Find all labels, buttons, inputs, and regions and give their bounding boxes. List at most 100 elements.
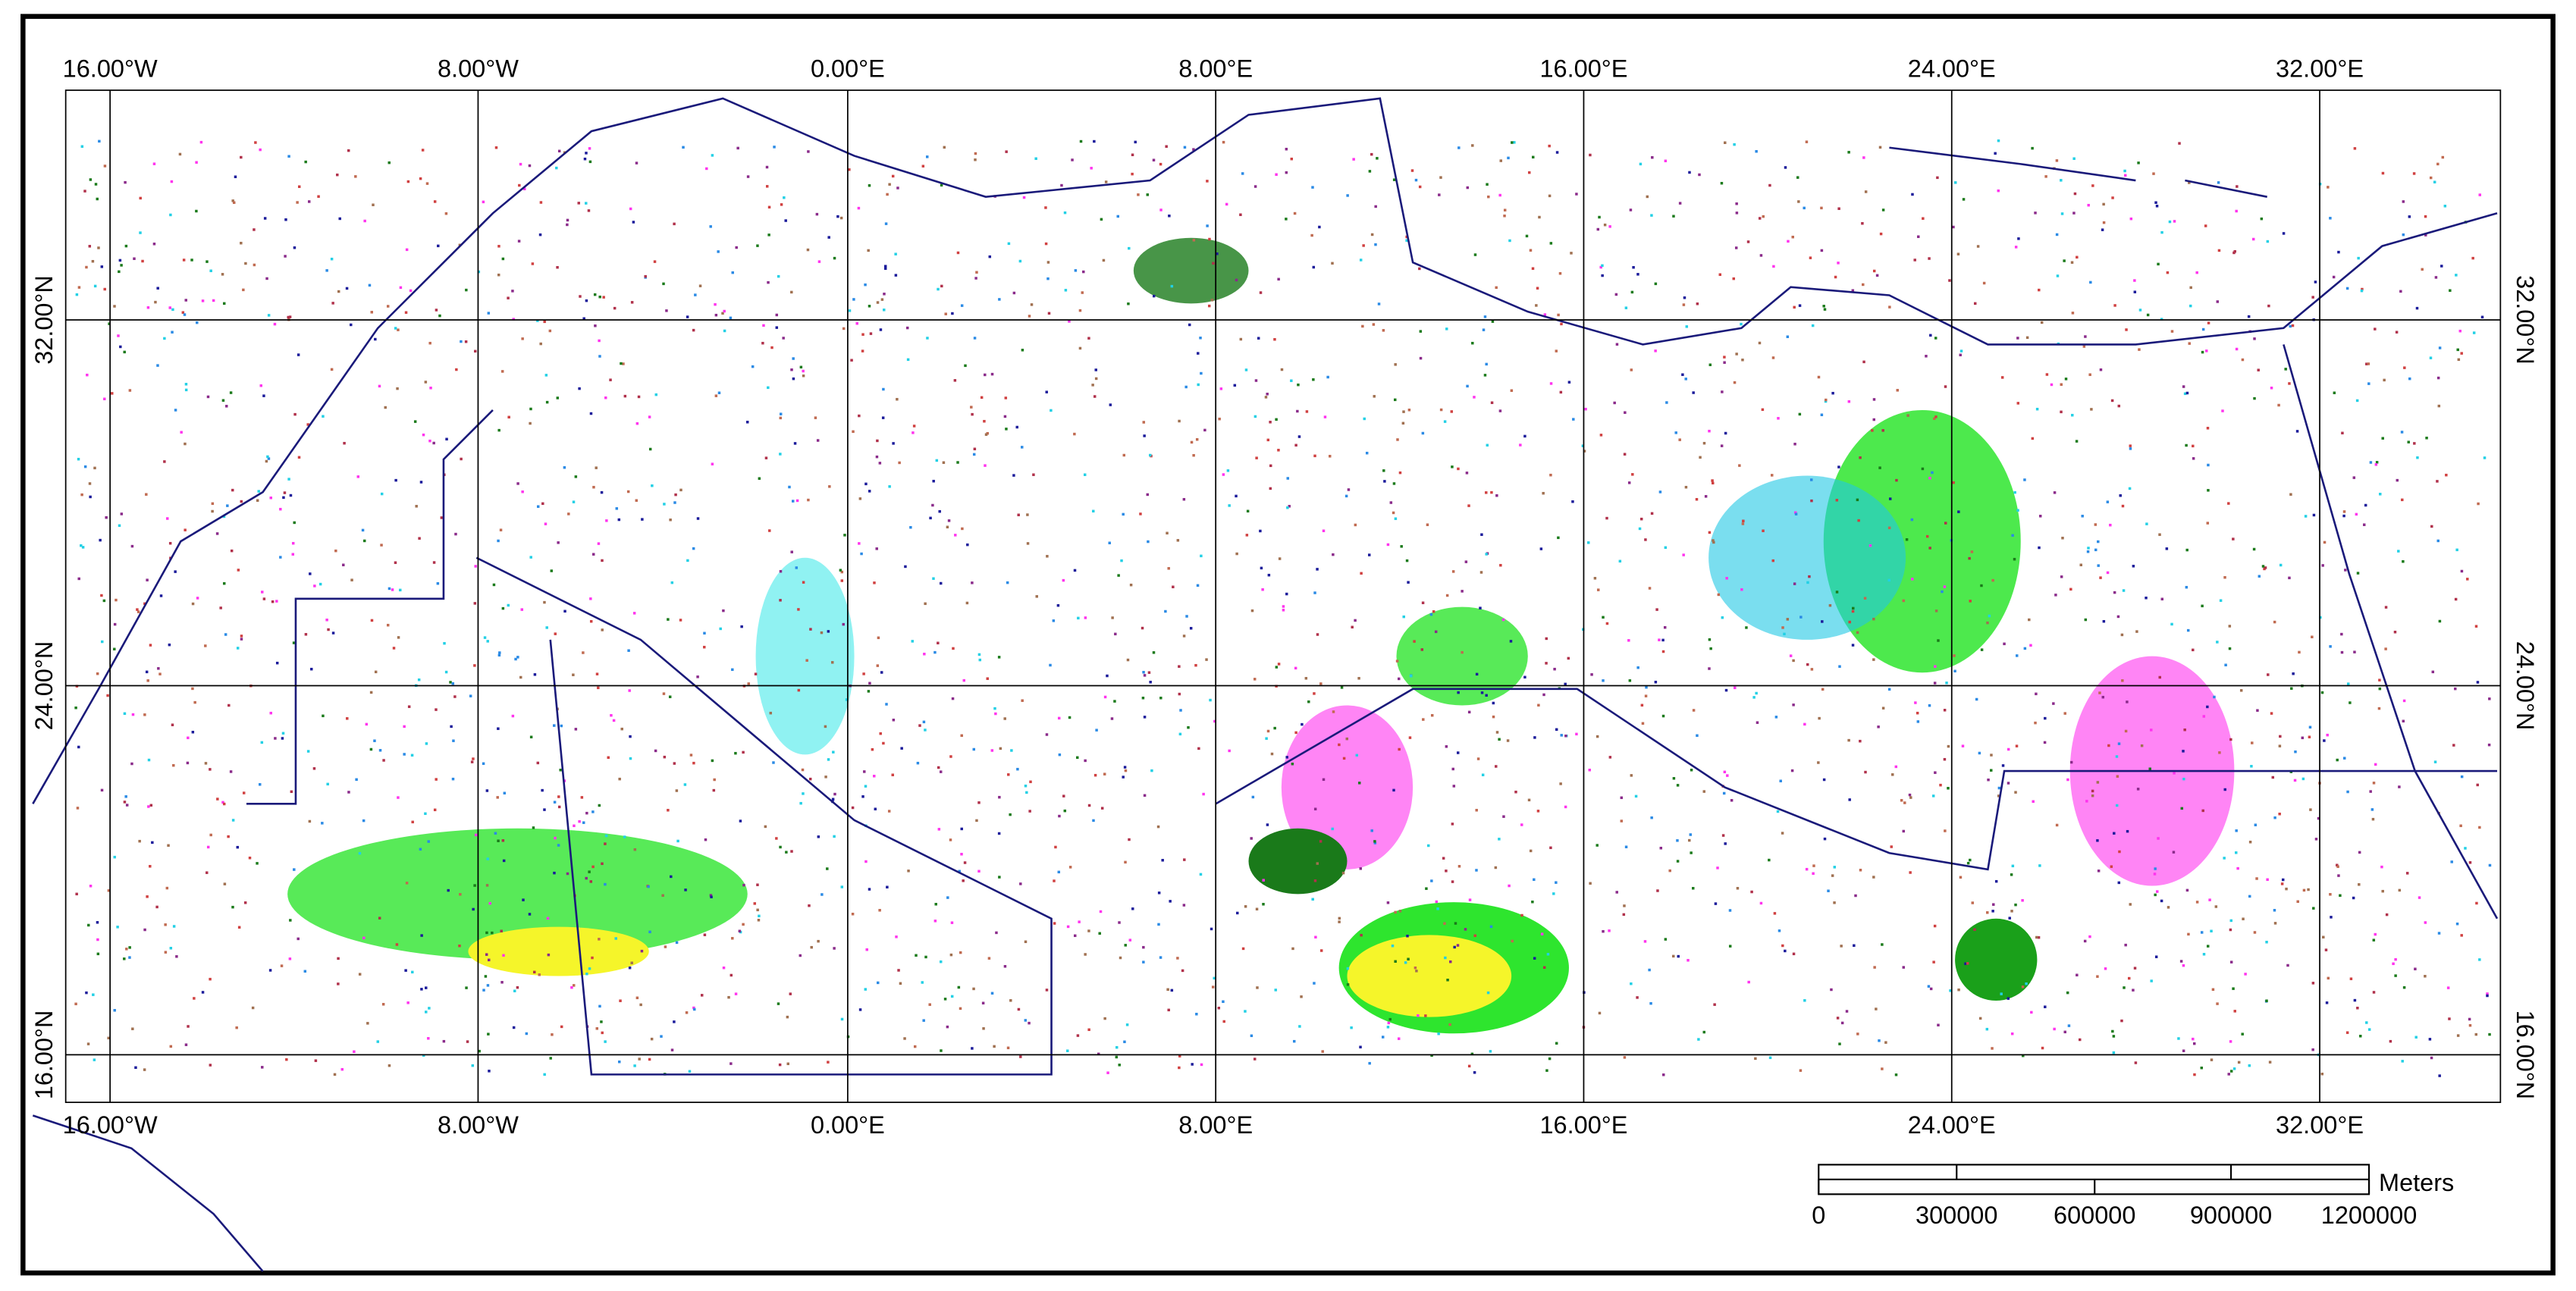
speckle [1978, 1017, 1982, 1020]
speckle [429, 387, 432, 390]
speckle [2207, 321, 2210, 324]
speckle [1976, 245, 1980, 248]
speckle [1131, 907, 1134, 910]
speckle [1812, 864, 1815, 867]
speckle [2270, 712, 2273, 715]
speckle [1414, 966, 1417, 970]
speckle [163, 460, 166, 463]
speckle [1262, 903, 1265, 906]
speckle [779, 569, 783, 573]
speckle [229, 770, 233, 773]
speckle [2308, 725, 2312, 729]
speckle [598, 804, 601, 807]
speckle [977, 870, 981, 873]
speckle [1734, 246, 1738, 249]
speckle [87, 923, 90, 927]
speckle [2355, 512, 2358, 516]
speckle [1331, 262, 1334, 265]
speckle [2133, 290, 2137, 293]
speckle [662, 692, 666, 695]
speckle [843, 534, 846, 537]
speckle [1161, 859, 1164, 862]
speckle [1021, 349, 1024, 352]
speckle [222, 581, 226, 585]
speckle [769, 711, 773, 715]
speckle [394, 561, 397, 564]
lon-label: 24.00°E [1908, 1111, 1996, 1139]
speckle [703, 933, 707, 936]
speckle [1980, 584, 1983, 588]
speckle [113, 622, 117, 626]
speckle [799, 801, 802, 805]
speckle [951, 312, 954, 315]
speckle [937, 766, 940, 769]
speckle [1092, 819, 1095, 823]
speckle [1623, 1056, 1627, 1059]
speckle [483, 636, 487, 639]
speckle [519, 162, 522, 166]
speckle [195, 209, 198, 213]
speckle [425, 986, 428, 989]
speckle [330, 368, 334, 371]
speckle [1639, 162, 1643, 166]
speckle [990, 749, 994, 752]
speckle [2010, 910, 2013, 913]
speckle [1636, 666, 1639, 669]
speckle [1044, 242, 1048, 246]
speckle [591, 956, 594, 960]
speckle [892, 719, 896, 722]
speckle [2030, 1011, 2033, 1014]
speckle [1589, 153, 1592, 157]
speckle [1443, 922, 1446, 926]
speckle [2088, 373, 2091, 376]
speckle [1206, 224, 1209, 227]
speckle [2478, 826, 2481, 829]
speckle [1291, 947, 1294, 951]
speckle [317, 195, 320, 198]
speckle [1450, 410, 1454, 413]
speckle [2456, 348, 2459, 352]
speckle [1004, 396, 1008, 400]
speckle [1714, 902, 1718, 905]
speckle [1831, 391, 1834, 395]
speckle [1877, 725, 1880, 729]
speckle [1402, 410, 1405, 413]
speckle [861, 333, 864, 336]
speckle [1793, 306, 1796, 309]
speckle [222, 802, 226, 806]
speckle [939, 581, 943, 585]
speckle [1073, 569, 1077, 572]
speckle [1093, 139, 1096, 143]
speckle [1509, 640, 1513, 643]
speckle [1418, 267, 1421, 271]
speckle [1128, 838, 1131, 841]
speckle [1881, 943, 1884, 946]
speckle [1226, 469, 1230, 472]
speckle [1602, 929, 1605, 933]
speckle [795, 499, 799, 503]
speckle [1486, 183, 1489, 186]
speckle [572, 673, 575, 676]
speckle [1017, 1007, 1021, 1011]
speckle [297, 185, 301, 188]
speckle [171, 331, 174, 334]
speckle [1878, 466, 1881, 469]
speckle [663, 503, 666, 506]
speckle [1721, 834, 1725, 837]
speckle [2154, 867, 2157, 870]
speckle [545, 626, 548, 629]
speckle [1222, 140, 1225, 144]
speckle [2402, 985, 2406, 989]
speckle [840, 579, 844, 582]
speckle [1498, 193, 1501, 197]
speckle [601, 862, 604, 866]
speckle [1222, 1020, 1225, 1023]
speckle [543, 808, 546, 811]
speckle [628, 966, 632, 970]
speckle [2205, 349, 2208, 353]
speckle [777, 274, 780, 278]
speckle [2258, 575, 2261, 578]
speckle [1648, 968, 1651, 972]
speckle [1166, 988, 1169, 992]
speckle [924, 955, 927, 959]
